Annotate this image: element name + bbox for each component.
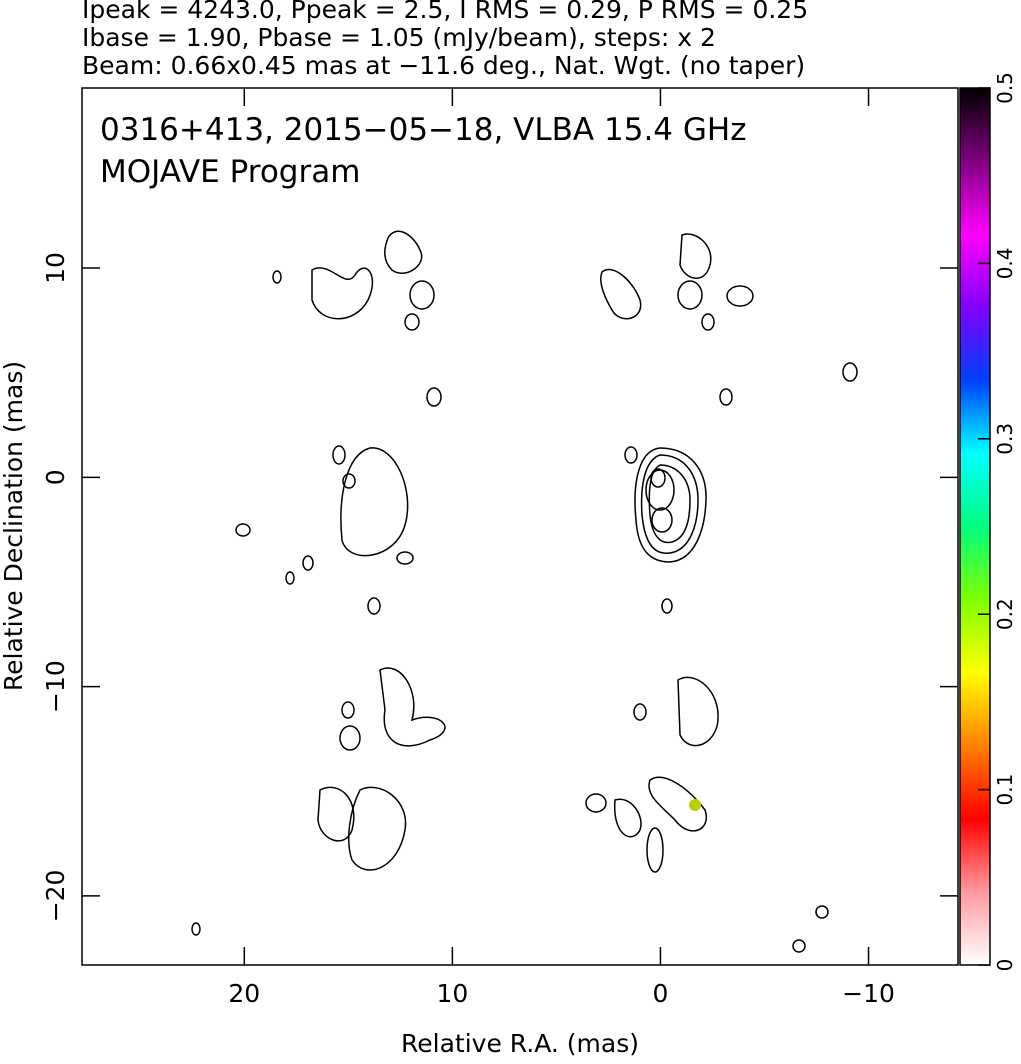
y-tick-label: −10	[41, 660, 70, 713]
plot-frame	[81, 87, 959, 966]
colorbar-tick-label: 0	[993, 959, 1017, 972]
y-axis-label: Relative Declination (mas)	[0, 361, 28, 691]
colorbar-tick-label: 0.4	[993, 247, 1017, 279]
annotation: 0316+413, 2015−05−18, VLBA 15.4 GHz	[100, 112, 746, 148]
colorbar-tick-label: 0.5	[993, 72, 1017, 104]
y-tick-label: −20	[41, 870, 70, 923]
y-tick-label: 0	[41, 469, 70, 485]
header-line: Ipeak = 4243.0, Ppeak = 2.5, I RMS = 0.2…	[82, 0, 808, 24]
header-line: Beam: 0.66x0.45 mas at −11.6 deg., Nat. …	[82, 51, 805, 80]
x-tick-label: −10	[842, 979, 895, 1008]
colorbar-tick-label: 0.3	[993, 423, 1017, 455]
colorbar-tick-label: 0.2	[993, 598, 1017, 630]
contours	[191, 230, 858, 953]
y-tick-label: 10	[41, 252, 70, 284]
x-tick-label: 20	[228, 979, 260, 1008]
header-line: Ibase = 1.90, Pbase = 1.05 (mJy/beam), s…	[82, 23, 716, 52]
polarized-spot	[689, 799, 701, 811]
colorbar	[959, 87, 991, 966]
x-tick-label: 10	[436, 979, 468, 1008]
colorbar-tick-label: 0.1	[993, 774, 1017, 806]
x-axis-label: Relative R.A. (mas)	[401, 1029, 639, 1058]
annotation: MOJAVE Program	[100, 154, 360, 190]
x-tick-label: 0	[652, 979, 668, 1008]
